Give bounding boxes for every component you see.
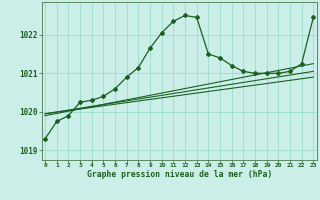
- X-axis label: Graphe pression niveau de la mer (hPa): Graphe pression niveau de la mer (hPa): [87, 170, 272, 179]
